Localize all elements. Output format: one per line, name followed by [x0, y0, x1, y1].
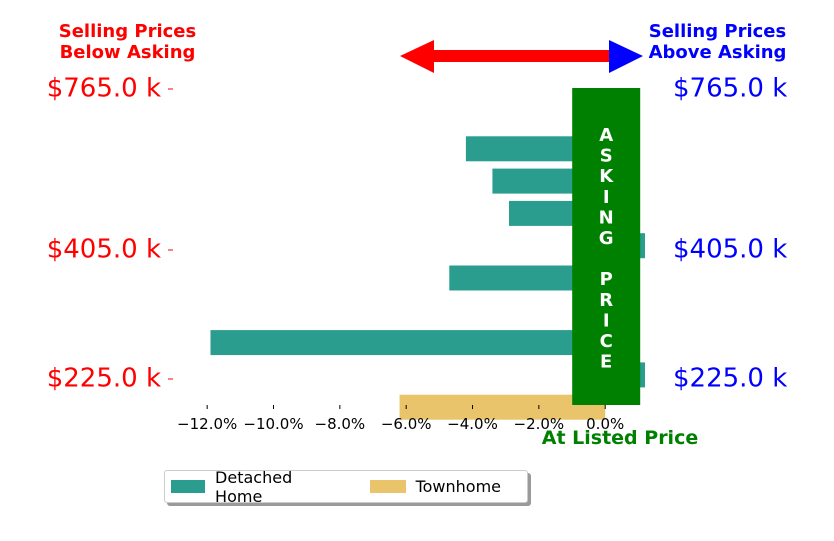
y-right-label-2: $225.0 k — [673, 364, 787, 394]
direction-arrow — [400, 40, 643, 73]
above-asking-label: Selling Prices Above Asking — [630, 21, 805, 63]
x-tick-label-3: −6.0% — [381, 415, 432, 433]
legend-swatch-townhome — [369, 480, 406, 493]
legend-item-townhome: Townhome — [369, 477, 501, 496]
arrow-shaft — [520, 50, 614, 62]
asking-price-box — [572, 88, 641, 405]
legend: Detached Home Townhome — [164, 468, 528, 506]
x-axis: −12.0% −10.0% −8.0% −6.0% −4.0% −2.0% 0.0% — [177, 405, 624, 433]
asking-letter-5: G — [599, 228, 614, 249]
asking-letter-0: A — [599, 125, 613, 146]
below-asking-line-1: Selling Prices — [58, 21, 197, 42]
asking-letter-8: R — [599, 290, 613, 311]
legend-label-townhome: Townhome — [415, 477, 501, 496]
above-asking-line-1: Selling Prices — [648, 21, 787, 42]
x-tick-label-0: −12.0% — [177, 415, 237, 433]
asking-letter-3: I — [603, 187, 610, 208]
y-right-label-1: $405.0 k — [673, 235, 787, 265]
x-tick-label-5: −2.0% — [514, 415, 565, 433]
y-right-label-0: $765.0 k — [673, 74, 787, 104]
asking-letter-9: I — [603, 310, 610, 331]
y-left-label-0: $765.0 k — [47, 74, 161, 104]
y-left-label-2: $225.0 k — [47, 364, 161, 394]
asking-letter-10: C — [600, 331, 613, 352]
above-asking-line-2: Above Asking — [648, 42, 787, 63]
x-tick-label-6: 0.0% — [586, 415, 624, 433]
below-asking-label: Selling Prices Below Asking — [40, 21, 215, 63]
x-tick-label-2: −8.0% — [315, 415, 366, 433]
below-asking-line-2: Below Asking — [59, 42, 196, 63]
bar-8 — [399, 394, 606, 420]
legend-swatch-detached — [171, 480, 206, 493]
x-tick-label-4: −4.0% — [447, 415, 498, 433]
x-tick-label-1: −10.0% — [243, 415, 303, 433]
asking-letter-2: K — [599, 166, 614, 187]
asking-letter-4: N — [599, 207, 614, 228]
arrow-left-head — [400, 40, 520, 73]
asking-letter-1: S — [600, 146, 613, 167]
legend-label-detached: Detached Home — [215, 467, 293, 506]
y-left-label-1: $405.0 k — [47, 235, 161, 265]
at-listed-price-label: At Listed Price — [541, 427, 699, 449]
asking-letter-11: E — [600, 352, 612, 373]
asking-letter-7: P — [600, 269, 613, 290]
y-axis-labels: $765.0 k $405.0 k $225.0 k $765.0 k $405.0 k… — [47, 74, 788, 394]
bar-6 — [210, 330, 606, 356]
legend-item-detached: Detached Home — [171, 468, 338, 506]
arrow-right-head — [609, 40, 643, 73]
